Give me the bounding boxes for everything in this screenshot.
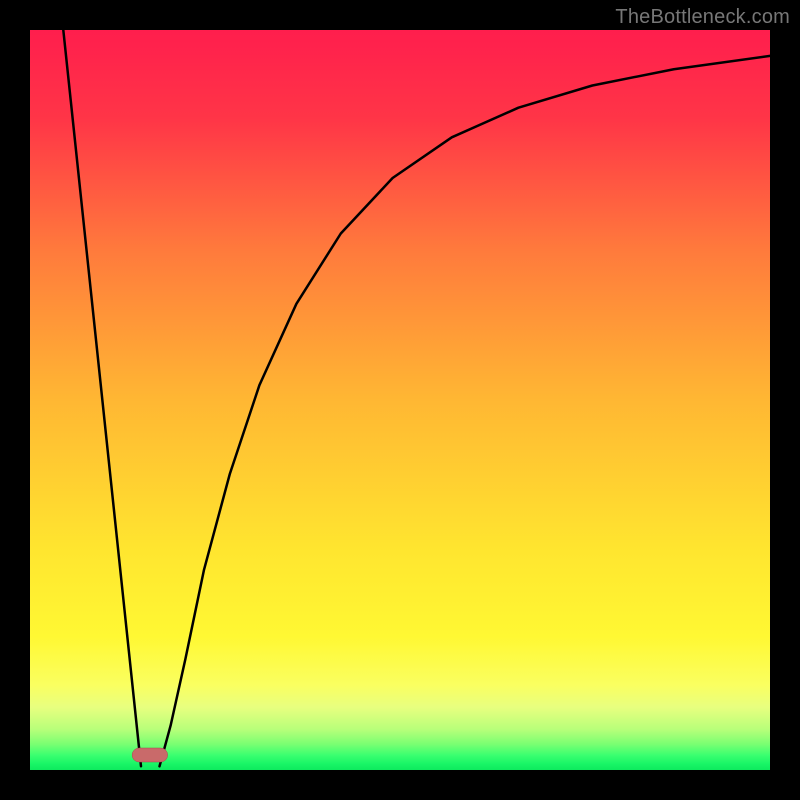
bottleneck-chart-svg bbox=[0, 0, 800, 800]
bottleneck-marker bbox=[132, 748, 168, 762]
chart-container: TheBottleneck.com bbox=[0, 0, 800, 800]
watermark-text: TheBottleneck.com bbox=[615, 6, 790, 29]
plot-gradient-background bbox=[30, 30, 770, 770]
